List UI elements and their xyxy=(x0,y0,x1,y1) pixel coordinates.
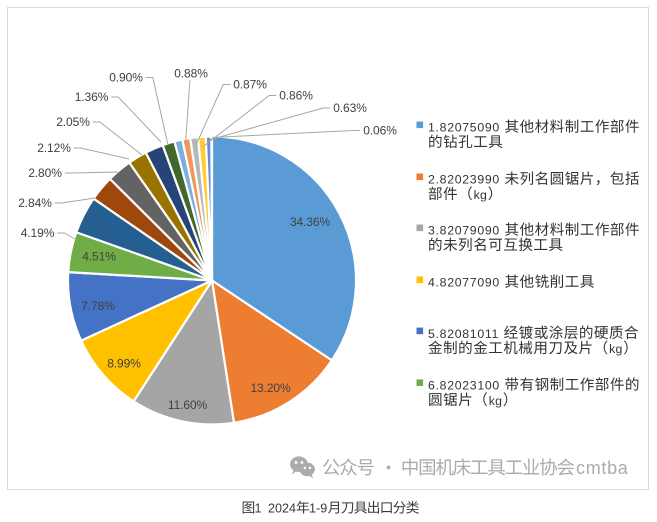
svg-text:0.63%: 0.63% xyxy=(333,101,367,115)
svg-text:kg: kg xyxy=(489,394,503,408)
svg-text:1-9: 1-9 xyxy=(309,502,327,516)
svg-text:kg: kg xyxy=(474,188,488,202)
svg-text:2.82023990: 2.82023990 xyxy=(428,173,500,187)
svg-text:1.36%: 1.36% xyxy=(75,90,109,104)
svg-text:34.36%: 34.36% xyxy=(290,215,331,229)
svg-text:4.82077090: 4.82077090 xyxy=(428,276,500,290)
svg-text:2.84%: 2.84% xyxy=(18,196,52,210)
svg-text:1.82075090: 1.82075090 xyxy=(428,121,500,135)
svg-text:3.82079090: 3.82079090 xyxy=(428,224,500,238)
svg-text:7.78%: 7.78% xyxy=(81,299,115,313)
svg-text:2024: 2024 xyxy=(268,502,296,516)
svg-text:6.82023100: 6.82023100 xyxy=(428,379,500,393)
svg-text:4.19%: 4.19% xyxy=(21,226,55,240)
svg-text:1: 1 xyxy=(255,502,262,516)
svg-text:2.80%: 2.80% xyxy=(28,166,62,180)
svg-text:kg: kg xyxy=(609,342,623,356)
svg-text:11.60%: 11.60% xyxy=(168,398,208,412)
svg-text:0.06%: 0.06% xyxy=(363,124,397,138)
svg-text:13.20%: 13.20% xyxy=(250,381,291,395)
svg-text:2.12%: 2.12% xyxy=(37,141,71,155)
svg-text:2.05%: 2.05% xyxy=(56,115,90,129)
svg-text:4.51%: 4.51% xyxy=(82,250,116,264)
svg-text:0.90%: 0.90% xyxy=(109,71,143,85)
svg-text:0.86%: 0.86% xyxy=(279,89,313,103)
svg-text:5.82081011: 5.82081011 xyxy=(428,327,499,341)
svg-text:cmtba: cmtba xyxy=(576,458,629,478)
svg-text:0.87%: 0.87% xyxy=(233,78,267,92)
svg-text:0.88%: 0.88% xyxy=(174,67,208,81)
svg-text:8.99%: 8.99% xyxy=(107,357,141,371)
